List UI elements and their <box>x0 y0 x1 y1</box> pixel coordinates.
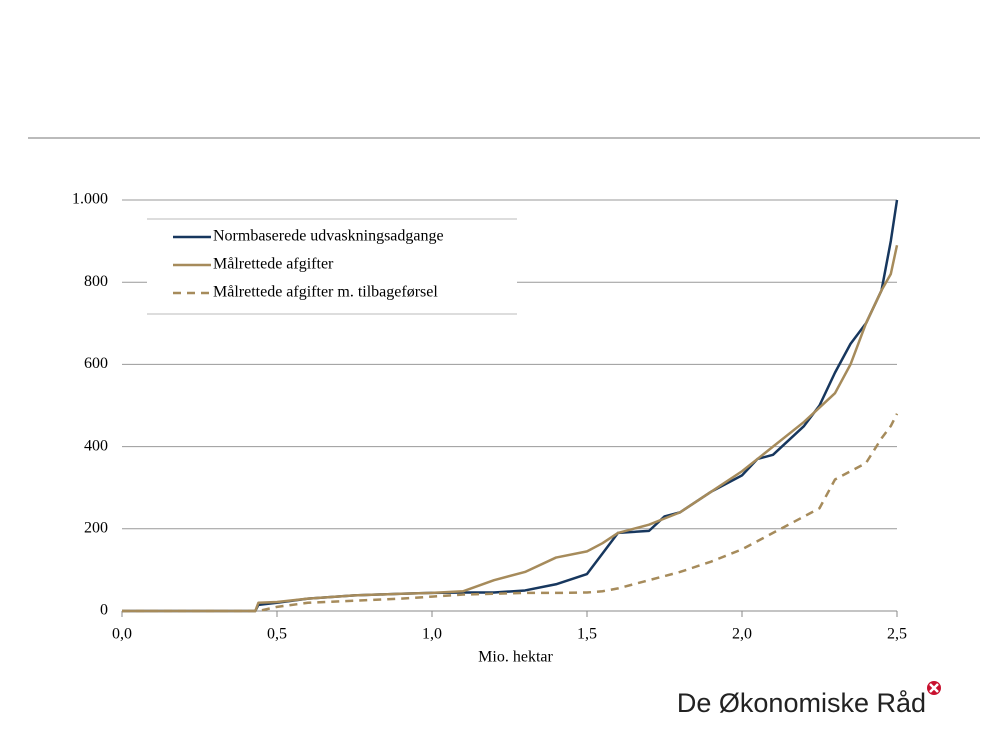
y-tick-label: 400 <box>84 437 108 454</box>
x-tick-label: 1,5 <box>577 626 597 643</box>
y-tick-label: 200 <box>84 519 108 536</box>
legend-label: Normbaserede udvaskningsadgange <box>213 228 444 245</box>
y-tick-label: 600 <box>84 355 108 372</box>
logo-icon <box>927 681 941 695</box>
series-line <box>122 244 899 613</box>
logo-text: De Økonomiske Råd <box>677 688 926 718</box>
x-tick-label: 0,0 <box>112 626 132 643</box>
x-tick-label: 1,0 <box>422 626 442 643</box>
x-tick-label: 2,5 <box>887 626 907 643</box>
x-tick-label: 2,0 <box>732 626 752 643</box>
legend-label: Målrettede afgifter m. tilbageførsel <box>213 284 438 301</box>
y-tick-label: 0 <box>100 602 108 619</box>
y-tick-label: 800 <box>84 273 108 290</box>
y-tick-label: 1.000 <box>72 191 108 208</box>
series-line <box>122 413 899 613</box>
x-tick-label: 0,5 <box>267 626 287 643</box>
x-axis-label: Mio. hektar <box>478 649 553 666</box>
legend-label: Målrettede afgifter <box>213 256 334 273</box>
